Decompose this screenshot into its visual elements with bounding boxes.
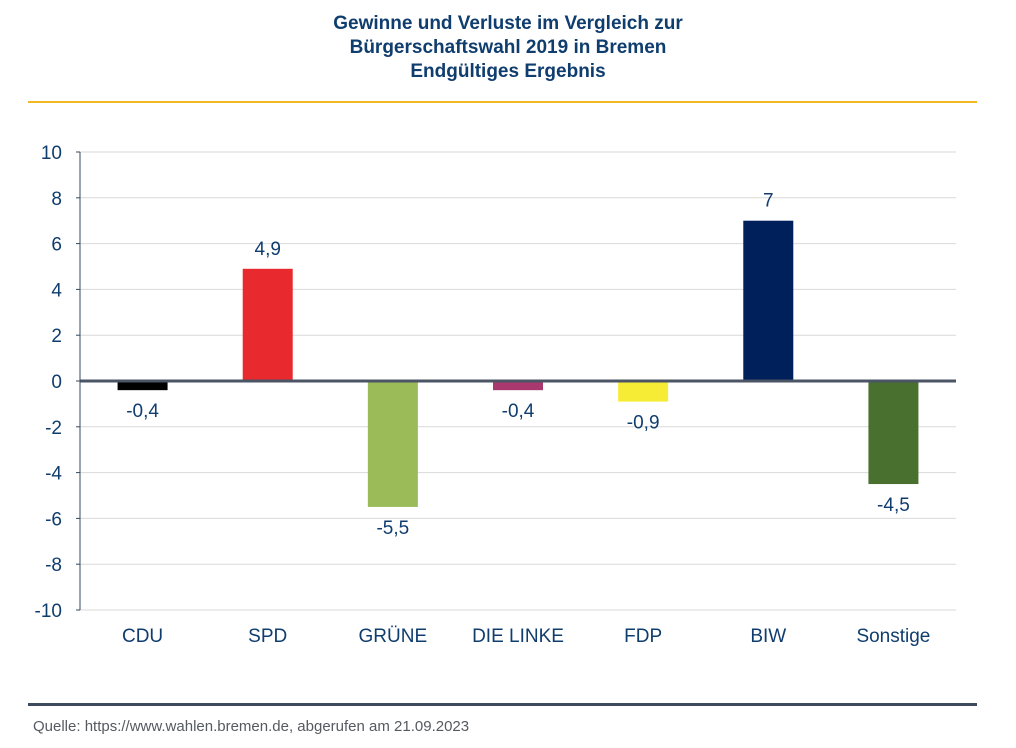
bar-grüne [367, 381, 418, 507]
y-tick-label: 10 [41, 143, 62, 164]
chart-title: Gewinne und Verluste im Vergleich zur Bü… [0, 12, 1016, 84]
bar-fdp [618, 381, 669, 402]
y-tick-label: 0 [51, 372, 62, 393]
y-tick-label: 2 [51, 326, 62, 347]
data-label: 4,9 [255, 239, 281, 260]
bar-biw [743, 220, 794, 381]
category-label: BIW [750, 626, 786, 647]
y-tick-label: -6 [45, 509, 62, 530]
y-tick-label: -10 [35, 601, 62, 622]
y-tick-label: -8 [45, 555, 62, 576]
bar-spd [242, 268, 293, 381]
bottom-divider [28, 703, 977, 706]
category-label: GRÜNE [359, 626, 428, 647]
bar-die-linke [493, 381, 543, 391]
chart-title-line-2: Bürgerschaftswahl 2019 in Bremen [349, 37, 667, 58]
category-label: DIE LINKE [472, 626, 564, 647]
data-label: -0,9 [627, 413, 660, 434]
bars [117, 220, 919, 507]
y-tick-label: 4 [51, 280, 62, 301]
data-label: -5,5 [376, 518, 409, 539]
y-tick-label: -4 [45, 464, 62, 485]
category-label: Sonstige [856, 626, 930, 647]
y-tick-label: 6 [51, 235, 62, 256]
bar-sonstige [868, 381, 919, 485]
data-label: -0,4 [126, 401, 159, 422]
category-label: CDU [122, 626, 163, 647]
category-label: SPD [248, 626, 287, 647]
gridlines [76, 151, 956, 611]
chart-title-line-1: Gewinne und Verluste im Vergleich zur [333, 13, 683, 34]
top-divider [28, 101, 977, 103]
source-note: Quelle: https://www.wahlen.bremen.de, ab… [33, 718, 470, 735]
data-labels: -0,4 4,9 -5,5 -0,4 -0,9 7 -4,5 [126, 191, 910, 539]
bar-cdu [117, 381, 168, 391]
category-label: FDP [624, 626, 662, 647]
y-tick-label: 8 [51, 189, 62, 210]
data-label: -4,5 [877, 495, 910, 516]
chart-title-line-3: Endgültiges Ergebnis [410, 61, 606, 82]
data-label: -0,4 [502, 401, 535, 422]
y-axis-ticks: 10 8 6 4 2 0 -2 -4 -6 -8 -10 [35, 143, 63, 622]
data-label: 7 [763, 191, 774, 212]
category-labels: CDU SPD GRÜNE DIE LINKE FDP BIW Sonstige [122, 626, 930, 647]
y-tick-label: -2 [45, 418, 62, 439]
